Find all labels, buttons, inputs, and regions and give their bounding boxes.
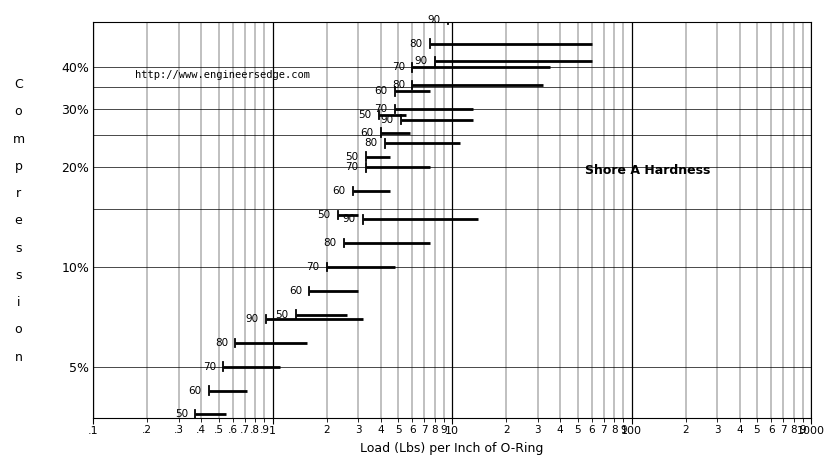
Text: 70: 70 <box>202 362 216 372</box>
Text: 60: 60 <box>289 286 302 296</box>
Text: 60: 60 <box>360 128 373 138</box>
Text: 70: 70 <box>375 104 387 114</box>
Text: 80: 80 <box>391 80 405 90</box>
Text: 80: 80 <box>323 238 337 248</box>
Text: 90: 90 <box>343 214 356 224</box>
Text: C: C <box>14 78 23 91</box>
Text: 90: 90 <box>246 314 259 324</box>
Text: o: o <box>14 323 23 337</box>
Text: 80: 80 <box>215 338 228 348</box>
Text: http://www.engineersedge.com: http://www.engineersedge.com <box>134 70 310 80</box>
Text: 70: 70 <box>307 262 319 272</box>
Text: p: p <box>14 160 23 173</box>
Text: 90: 90 <box>428 15 441 25</box>
Text: 90: 90 <box>381 115 394 125</box>
Text: 80: 80 <box>364 139 377 149</box>
Text: Shore A Hardness: Shore A Hardness <box>585 164 711 177</box>
Text: o: o <box>14 105 23 118</box>
Text: 50: 50 <box>175 409 188 419</box>
Text: 60: 60 <box>333 186 345 196</box>
Text: 60: 60 <box>375 86 387 96</box>
Text: s: s <box>15 269 22 282</box>
Text: 50: 50 <box>359 110 371 120</box>
Text: i: i <box>17 296 20 309</box>
Text: 70: 70 <box>345 162 359 172</box>
Text: 80: 80 <box>409 39 423 49</box>
X-axis label: Load (Lbs) per Inch of O-Ring: Load (Lbs) per Inch of O-Ring <box>360 442 543 455</box>
Text: m: m <box>13 133 24 146</box>
Text: 50: 50 <box>345 151 359 162</box>
Text: 90: 90 <box>414 56 428 66</box>
Text: 50: 50 <box>276 310 289 320</box>
Text: 60: 60 <box>188 385 202 396</box>
Text: n: n <box>14 351 23 364</box>
Text: e: e <box>14 214 23 227</box>
Text: s: s <box>15 242 22 255</box>
Text: 70: 70 <box>391 63 405 72</box>
Text: 50: 50 <box>318 210 330 220</box>
Text: r: r <box>16 187 21 200</box>
